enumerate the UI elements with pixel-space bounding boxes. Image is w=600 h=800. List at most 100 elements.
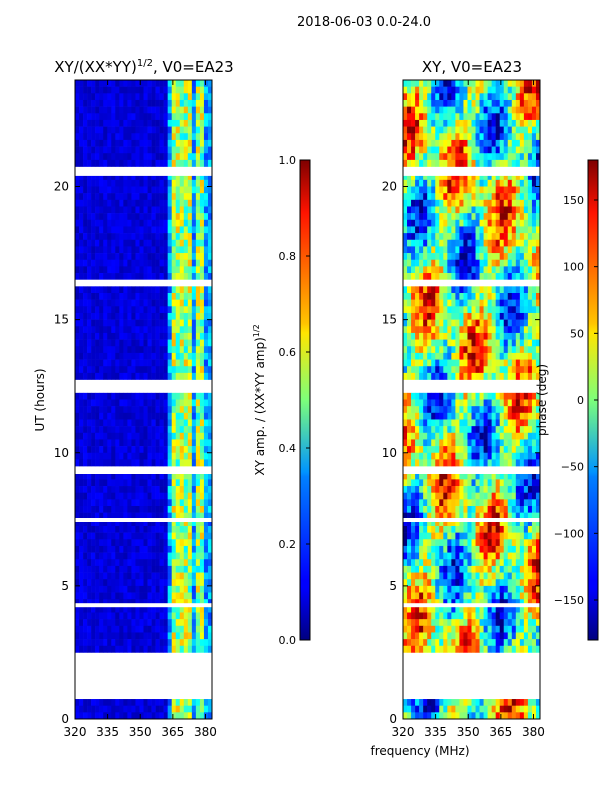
heatmap-cell [443,286,448,294]
heatmap-cell [91,146,96,154]
heatmap-cell [95,699,100,706]
heatmap-cell [415,412,420,420]
heatmap-cell [155,492,160,500]
heatmap-cell [535,259,541,267]
heatmap-cell [107,592,112,600]
heatmap-cell [195,372,201,380]
heatmap-cell [159,226,164,234]
heatmap-cell [451,86,456,94]
heatmap-cell [203,346,209,354]
heatmap-cell [467,133,472,141]
heatmap-cell [127,639,132,647]
heatmap-cell [83,539,88,547]
heatmap-cell [427,139,432,147]
heatmap-cell [503,193,509,201]
heatmap-cell [107,399,112,407]
heatmap-cell [527,80,533,87]
heatmap-cell [179,372,185,380]
heatmap-cell [83,113,88,121]
heatmap-cell [131,259,136,267]
heatmap-cell [187,119,193,127]
heatmap-cell [91,233,96,241]
heatmap-cell [187,512,193,520]
heatmap-cell [75,199,80,207]
heatmap-cell [127,299,132,307]
heatmap-cell [491,352,496,360]
heatmap-cell [483,406,488,414]
heatmap-cell [131,326,136,334]
heatmap-cell [131,446,136,454]
heatmap-cell [131,233,136,241]
heatmap-cell [167,639,173,647]
heatmap-cell [451,372,456,380]
heatmap-cell [475,159,480,167]
heatmap-cell [79,239,84,247]
heatmap-cell [411,352,416,360]
heatmap-cell [171,572,177,580]
heatmap-cell [475,199,480,207]
heatmap-cell [515,332,521,340]
heatmap-cell [187,239,193,247]
heatmap-cell [187,639,193,647]
phase-heatmap [403,80,541,720]
heatmap-cell [183,193,189,201]
heatmap-cell [531,219,537,227]
heatmap-cell [507,213,513,221]
heatmap-cell [507,226,513,234]
heatmap-cell [143,699,148,706]
heatmap-cell [175,406,181,414]
heatmap-cell [83,239,88,247]
heatmap-cell [523,399,529,407]
heatmap-cell [155,699,160,706]
heatmap-cell [535,452,541,460]
heatmap-cell [431,113,436,121]
heatmap-cell [439,193,444,201]
heatmap-cell [411,93,416,101]
heatmap-cell [195,299,201,307]
heatmap-cell [191,273,197,280]
heatmap-cell [115,80,120,87]
heatmap-cell [139,605,144,613]
heatmap-cell [527,293,533,300]
heatmap-cell [523,486,529,493]
heatmap-cell [535,339,541,347]
heatmap-cell [91,572,96,580]
heatmap-cell [511,486,517,493]
heatmap-cell [107,106,112,114]
heatmap-cell [171,199,177,207]
heatmap-cell [123,632,128,640]
heatmap-cell [187,545,193,553]
heatmap-cell [455,372,460,380]
heatmap-cell [507,372,513,380]
heatmap-cell [431,193,436,201]
heatmap-cell [195,226,201,234]
heatmap-cell [99,253,104,261]
heatmap-cell [511,206,517,214]
heatmap-cell [419,492,424,500]
heatmap-cell [455,399,460,407]
heatmap-cell [403,193,408,201]
heatmap-cell [519,319,525,327]
heatmap-cell [435,133,440,141]
heatmap-cell [463,173,468,181]
heatmap-cell [411,186,416,194]
heatmap-cell [191,572,197,580]
heatmap-cell [119,113,124,121]
heatmap-cell [99,472,104,480]
heatmap-cell [159,133,164,141]
heatmap-cell [123,299,128,307]
heatmap-cell [403,286,408,294]
heatmap-cell [75,479,80,487]
heatmap-cell [143,126,148,134]
heatmap-cell [183,339,189,347]
heatmap-cell [495,472,501,480]
heatmap-cell [455,306,460,314]
heatmap-cell [123,113,128,121]
heatmap-cell [123,645,128,653]
heatmap-cell [167,705,173,713]
heatmap-cell [531,399,537,407]
heatmap-cell [191,525,197,533]
heatmap-cell [127,499,132,507]
heatmap-cell [415,80,420,87]
heatmap-cell [115,572,120,580]
